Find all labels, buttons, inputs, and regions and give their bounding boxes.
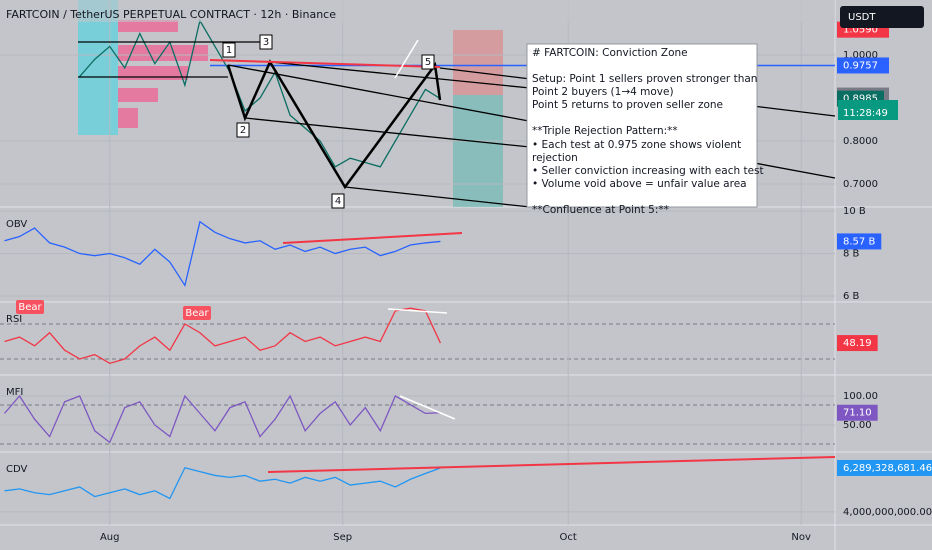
note-line: # FARTCOIN: Conviction Zone	[532, 47, 688, 59]
y-tick-label: 100.00	[843, 391, 878, 402]
countdown: 11:28:49	[843, 108, 888, 119]
currency-box	[840, 6, 924, 28]
y-tick-label: 10 B	[843, 206, 866, 217]
y-tick-label: 50.00	[843, 420, 872, 431]
current-value: 6,289,328,681.4695	[843, 463, 932, 474]
note-line: rejection	[532, 152, 578, 164]
y-tick-label: 1.0000	[843, 50, 878, 61]
countdown-bg	[838, 100, 898, 120]
y-tick-label: 6 B	[843, 291, 860, 302]
pane-title: MFI	[6, 387, 23, 398]
pane-title: OBV	[6, 219, 27, 230]
cdv-trendline	[267, 456, 836, 473]
level-badge	[837, 57, 889, 74]
note-line: Setup: Point 1 sellers proven stronger t…	[532, 73, 757, 85]
header-bg	[0, 0, 835, 22]
current-value-badge	[837, 233, 882, 250]
level-label: 0.9757	[843, 60, 878, 71]
mfi-trendline	[399, 395, 456, 420]
white-line	[394, 39, 419, 79]
current-value: 71.10	[843, 408, 872, 419]
signal-label: Bear	[18, 302, 42, 313]
series-line	[4, 220, 441, 288]
point-labels: 1 2 3 4 5	[222, 34, 435, 209]
x-tick-label: Nov	[791, 532, 811, 543]
point-label: 3	[263, 37, 269, 48]
note-line: Point 5 returns to proven seller zone	[532, 99, 723, 111]
obv-trendline	[282, 232, 463, 244]
x-tick-label: Aug	[100, 532, 120, 543]
series-line	[4, 307, 442, 365]
signal-label: Bear	[185, 308, 209, 319]
signal-badge	[183, 306, 211, 320]
level-label: 1.0590	[843, 25, 878, 36]
point-label: 5	[425, 57, 431, 68]
risk-zone	[453, 30, 503, 95]
current-value: 8.57 B	[843, 236, 875, 247]
current-value-badge	[837, 335, 878, 352]
x-tick-label: Sep	[333, 532, 352, 543]
currency: USDT	[848, 12, 876, 23]
signal-badge	[16, 300, 44, 314]
note-line: **Triple Rejection Pattern:**	[532, 125, 678, 137]
current-value-badge	[837, 459, 932, 476]
series-line	[79, 18, 441, 168]
y-tick-label: 0.8000	[843, 136, 878, 147]
note-line: **Confluence at Point 5:**	[532, 204, 669, 216]
note-line: • Volume void above = unfair value area	[532, 178, 747, 190]
current-value: 0.8985	[843, 94, 878, 105]
series-line	[4, 466, 441, 500]
point-label: 1	[226, 45, 232, 56]
indicator-bands	[0, 323, 835, 445]
point-label: 2	[240, 125, 246, 136]
y-tick-label: 0.7000	[843, 179, 878, 190]
y-tick-label: 4,000,000,000.0000	[843, 507, 932, 518]
current-value-badge	[837, 404, 878, 421]
rsi-trendline	[387, 308, 448, 314]
note-box: # FARTCOIN: Conviction Zone Setup: Point…	[526, 43, 764, 216]
chart-title: FARTCOIN / TetherUS PERPETUAL CONTRACT ·…	[6, 8, 336, 21]
series-line	[4, 394, 441, 444]
current-value: 48.19	[843, 338, 872, 349]
note-line: • Seller conviction increasing with each…	[532, 165, 764, 177]
reward-zone	[453, 95, 503, 207]
point-label: 4	[335, 196, 341, 207]
pane-title: CDV	[6, 464, 28, 475]
pane-title: RSI	[6, 314, 22, 325]
y-tick-label: 8 B	[843, 249, 860, 260]
note-line: Point 2 buyers (1→4 move)	[532, 86, 674, 98]
note-line: • Each test at 0.975 zone shows violent	[532, 139, 741, 151]
x-tick-label: Oct	[560, 532, 577, 543]
